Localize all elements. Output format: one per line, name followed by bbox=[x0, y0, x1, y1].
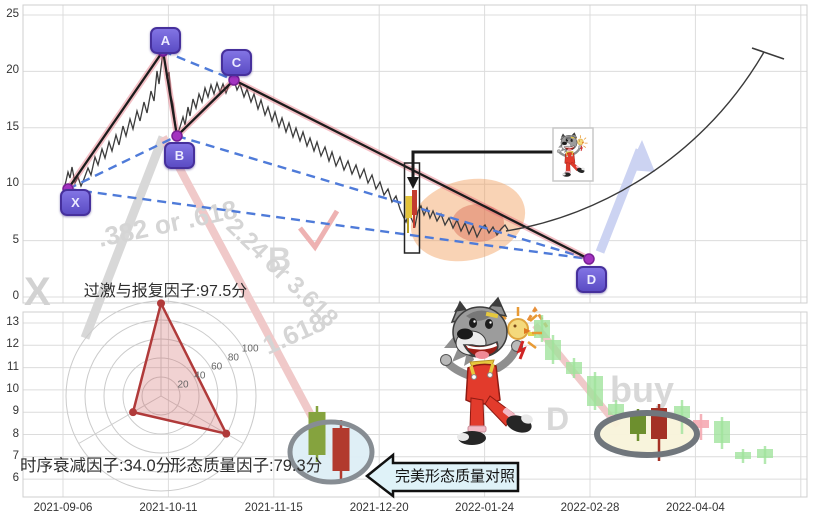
watermark-check bbox=[298, 209, 340, 252]
radar-tick-label: 60 bbox=[211, 361, 223, 372]
pattern-line-BC bbox=[176, 79, 235, 137]
dashed-connection-AC bbox=[162, 49, 235, 82]
overlay-layer bbox=[287, 47, 785, 499]
radar-tick-label: 100 bbox=[242, 344, 259, 355]
candle-body bbox=[757, 449, 773, 458]
point-badge-c: C bbox=[221, 49, 252, 76]
y-axis-tick: 9 bbox=[12, 405, 19, 418]
x-axis-date: 2021-10-11 bbox=[139, 502, 198, 514]
y-axis-tick: 10 bbox=[6, 177, 19, 190]
right-candle-ellipse-fill bbox=[597, 413, 697, 455]
radar-spoke bbox=[78, 395, 162, 444]
dashed-connection-XD bbox=[67, 187, 590, 261]
mini-candle-yellow bbox=[405, 196, 412, 218]
watermark-layer: X B D buy .382 or .618 2.24 or 3.618 1.6… bbox=[24, 135, 674, 468]
x-axis-date: 2021-11-15 bbox=[244, 502, 303, 514]
candle-body bbox=[308, 412, 326, 455]
big-wolf-cartoon bbox=[441, 298, 543, 445]
candle-body bbox=[566, 362, 582, 374]
y-axis-tick: 10 bbox=[6, 382, 19, 395]
watermark-arrow-head bbox=[628, 140, 655, 172]
candle-body bbox=[735, 452, 751, 459]
dashed-connection-XB bbox=[67, 134, 178, 191]
watermark-letter-d: D bbox=[546, 401, 569, 437]
mini-candle-red bbox=[412, 190, 417, 215]
y-axis-tick: 25 bbox=[6, 8, 19, 20]
top-plot-border bbox=[22, 4, 808, 304]
y-axis-tick: 8 bbox=[12, 427, 19, 440]
y-axis-tick: 7 bbox=[12, 449, 19, 462]
down-arrow-icon bbox=[407, 177, 419, 189]
y-axis-tick: 13 bbox=[6, 316, 19, 328]
candle-body bbox=[630, 413, 646, 434]
radar-title: 过激与报复因子:97.5分 bbox=[83, 283, 248, 300]
y-axis-tick: 12 bbox=[6, 338, 19, 351]
dashed-connection-BD bbox=[176, 134, 590, 261]
x-axis-date: 2022-01-24 bbox=[455, 502, 514, 514]
radar-tick-label: 80 bbox=[228, 353, 240, 364]
watermark-fib-1618: 1.618 bbox=[258, 307, 330, 361]
candle-body bbox=[332, 428, 350, 471]
radar-vertex-dot bbox=[157, 299, 165, 308]
price-line bbox=[62, 50, 509, 239]
watermark-line bbox=[80, 135, 168, 340]
factor-score-time-decay: 时序衰减因子:34.0分 bbox=[20, 457, 173, 475]
y-axis-tick: 5 bbox=[12, 233, 19, 246]
watermark-letter-x: X bbox=[24, 270, 51, 314]
x-axis-date: 2022-02-28 bbox=[560, 502, 620, 514]
watermark-buy: buy bbox=[610, 369, 674, 410]
point-badge-a: A bbox=[150, 27, 181, 54]
point-badge-b: B bbox=[164, 142, 195, 169]
watermark-orange-zigzag bbox=[521, 306, 549, 330]
candle-body bbox=[545, 340, 561, 360]
orange-highlight-core bbox=[452, 204, 504, 242]
x-axis-date: 2021-09-06 bbox=[33, 502, 93, 514]
left-arrow-callout-box bbox=[364, 452, 520, 499]
x-axis-date: 2022-04-04 bbox=[665, 502, 725, 514]
y-axis-tick: 0 bbox=[12, 290, 19, 302]
candle-body bbox=[534, 320, 550, 338]
left-candle-ellipse-ring bbox=[287, 419, 375, 485]
wolf-callout-line bbox=[411, 150, 557, 179]
pattern-line-AB bbox=[161, 50, 179, 137]
y-axis-tick: 11 bbox=[7, 360, 19, 373]
watermark-letter-b: B bbox=[268, 241, 291, 277]
candle-body bbox=[714, 421, 730, 443]
point-badge-d: D bbox=[576, 266, 607, 293]
radar-tick-label: 20 bbox=[178, 379, 190, 390]
orange-highlight-ellipse bbox=[410, 178, 526, 262]
vertex-dot-B bbox=[171, 130, 183, 142]
candle-body bbox=[608, 404, 624, 415]
radar-tick-label: 40 bbox=[194, 370, 206, 381]
perfect-pattern-callout-label: 完美形态质量对照 bbox=[394, 468, 515, 485]
bottom-plot-border bbox=[22, 311, 808, 498]
point-badge-x: X bbox=[60, 189, 91, 216]
y-axis-tick: 6 bbox=[12, 472, 19, 485]
candle-body bbox=[693, 420, 709, 428]
factor-score-pattern-quality: 形态质量因子:79.3分 bbox=[170, 457, 323, 475]
projection-curve bbox=[505, 51, 765, 232]
radar-vertex-dot bbox=[129, 408, 138, 417]
candle-body bbox=[587, 376, 603, 406]
right-candle-ellipse-ring bbox=[594, 410, 700, 458]
vertex-dot-C bbox=[228, 74, 240, 86]
radar-vertex-dot bbox=[222, 429, 231, 438]
highlight-layer bbox=[290, 178, 697, 482]
projection-curve-endcap bbox=[751, 47, 785, 60]
pattern-line-XA bbox=[67, 50, 164, 190]
x-axis-date: 2021-12-20 bbox=[349, 502, 409, 514]
radar-polygon bbox=[131, 302, 228, 435]
y-axis-tick: 15 bbox=[6, 120, 19, 133]
y-axis-tick: 20 bbox=[6, 64, 19, 77]
vertex-dot-D bbox=[583, 253, 595, 265]
